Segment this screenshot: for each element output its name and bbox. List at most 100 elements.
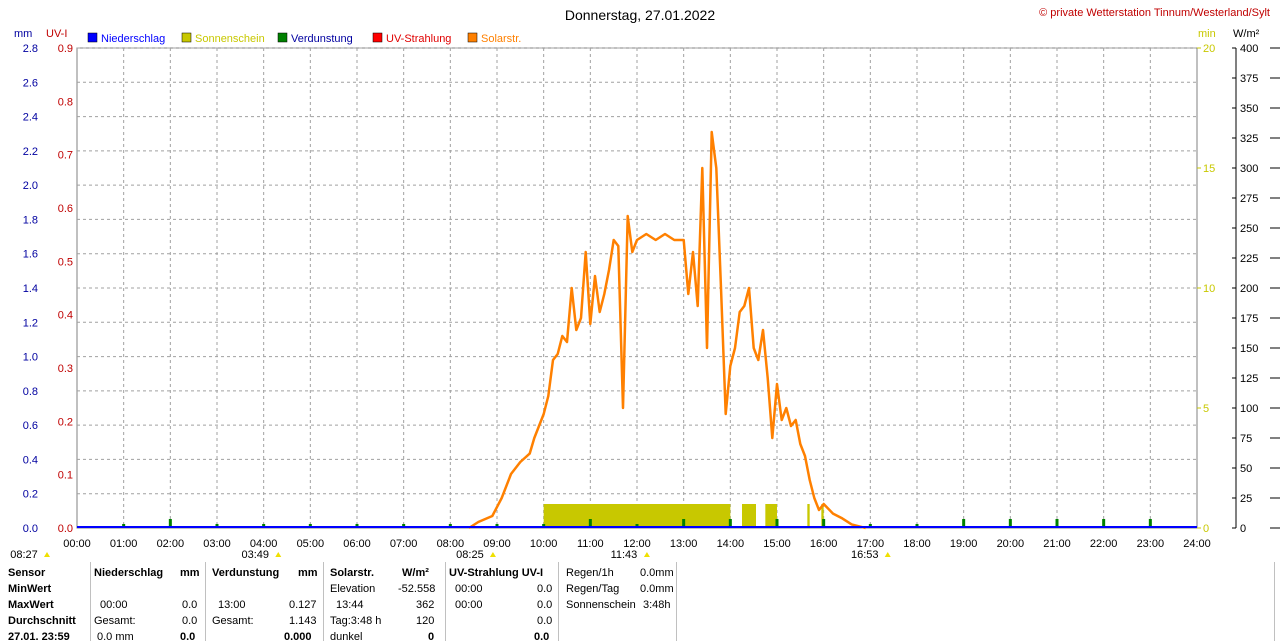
solar-dark-value: 0 — [428, 631, 435, 643]
evap-mark — [1008, 519, 1012, 528]
header-evap-unit: mm — [298, 567, 318, 579]
time-marker-label: 11:43 — [611, 549, 638, 561]
x-tick-label: 05:00 — [297, 538, 325, 550]
mm-tick-label: 2.8 — [23, 43, 38, 55]
wm2-tick-label: 100 — [1240, 403, 1258, 415]
x-tick-label: 13:00 — [670, 538, 698, 550]
wm2-tick-label: 250 — [1240, 223, 1258, 235]
copyright-label: © private Wetterstation Tinnum/Westerlan… — [1039, 7, 1270, 19]
evap-mark — [822, 519, 826, 528]
mm-tick-label: 0.6 — [23, 420, 38, 432]
mm-tick-label: 2.6 — [23, 77, 38, 89]
mm-tick-label: 2.4 — [23, 112, 38, 124]
min-tick-label: 20 — [1203, 43, 1215, 55]
wm2-tick-label: 75 — [1240, 433, 1252, 445]
mm-tick-label: 0.2 — [23, 489, 38, 501]
rain-total-value: 0.0 — [182, 615, 198, 627]
evap-mark — [962, 519, 966, 528]
row-label-min: MinWert — [8, 583, 52, 595]
x-tick-label: 11:00 — [577, 538, 604, 550]
x-tick-label: 06:00 — [343, 538, 371, 550]
mm-tick-label: 1.6 — [23, 249, 38, 261]
min-tick-label: 10 — [1203, 283, 1215, 295]
row-label-avg: Durchschnitt — [8, 615, 76, 627]
evap-mark — [1102, 519, 1106, 528]
sunshine-bar — [765, 504, 777, 528]
solar-line — [468, 130, 867, 530]
min-tick-label: 15 — [1203, 163, 1215, 175]
unit-label-min: min — [1198, 28, 1216, 40]
sunshine-bar — [742, 504, 756, 528]
uvi-tick-label: 0.6 — [58, 203, 73, 215]
mm-tick-label: 0.8 — [23, 386, 38, 398]
x-tick-label: 18:00 — [903, 538, 931, 550]
time-marker-label: 08:27 — [10, 549, 38, 561]
uvi-tick-label: 0.4 — [58, 310, 73, 322]
uv-min-value: 0.0 — [537, 583, 553, 595]
evap-max-time: 13:00 — [218, 599, 246, 611]
legend-label: Niederschlag — [101, 33, 165, 45]
row-label-last: 27.01. 23:59 — [8, 631, 70, 643]
evap-mark — [728, 519, 732, 528]
summary-table: Sensor Niederschlag mm Verdunstung mm So… — [0, 562, 1280, 643]
sun-marker-icon — [44, 552, 50, 557]
solar-elevation-value: -52.558 — [398, 583, 436, 595]
summary-sunshine-value: 3:48h — [643, 599, 671, 611]
rain-max-value: 0.0 — [182, 599, 198, 611]
legend-label: Verdunstung — [291, 33, 353, 45]
legend-swatch — [181, 32, 192, 43]
unit-label-uvi: UV-I — [46, 28, 67, 40]
min-tick-label: 0 — [1203, 523, 1209, 535]
summary-sunshine-label: Sonnenschein — [566, 599, 636, 611]
mm-tick-label: 0.0 — [23, 523, 38, 535]
mm-tick-label: 2.2 — [23, 146, 38, 158]
header-sensor: Sensor — [8, 567, 46, 579]
legend-label: Sonnenschein — [195, 33, 265, 45]
wm2-tick-label: 400 — [1240, 43, 1258, 55]
wm2-tick-label: 125 — [1240, 373, 1258, 385]
mm-tick-label: 1.2 — [23, 317, 38, 329]
evap-mark — [1148, 519, 1152, 528]
uvi-tick-label: 0.5 — [58, 256, 73, 268]
header-solar: Solarstr. — [330, 567, 375, 579]
evap-mark — [682, 519, 686, 528]
time-markers: 08:27 03:49 08:25 11:43 16:53 — [10, 549, 891, 561]
x-tick-label: 10:00 — [530, 538, 558, 550]
x-tick-label: 23:00 — [1137, 538, 1165, 550]
solar-elevation-label: Elevation — [330, 583, 376, 595]
wm2-tick-label: 25 — [1240, 493, 1252, 505]
x-tick-label: 08:00 — [437, 538, 465, 550]
sunshine-bar — [807, 504, 810, 528]
evap-total-label: Gesamt: — [212, 615, 254, 627]
rain-last: 0.0 mm — [97, 631, 134, 643]
uv-max-value: 0.0 — [537, 599, 553, 611]
uv-last-value: 0.0 — [534, 631, 550, 643]
wm2-tick-label: 200 — [1240, 283, 1258, 295]
wm2-tick-label: 50 — [1240, 463, 1252, 475]
uvi-tick-label: 0.2 — [58, 416, 73, 428]
mm-tick-label: 1.8 — [23, 214, 38, 226]
x-tick-label: 22:00 — [1090, 538, 1118, 550]
evap-mark — [1055, 519, 1059, 528]
weather-chart: Donnerstag, 27.01.2022 © private Wetters… — [10, 7, 1280, 561]
header-rain-unit: mm — [180, 567, 200, 579]
x-tick-label: 00:00 — [63, 538, 91, 550]
wm2-tick-label: 275 — [1240, 193, 1258, 205]
header-rain: Niederschlag — [94, 567, 164, 579]
solar-radiation-series — [468, 130, 867, 530]
x-axis-ticks: 00:00 01:00 02:00 03:00 04:00 05:00 06:00 07:00… — [63, 538, 1211, 550]
sun-marker-icon — [643, 552, 650, 557]
header-uv: UV-Strahlung UV-I — [449, 567, 544, 579]
min-tick-label: 5 — [1203, 403, 1209, 415]
evap-mark — [775, 519, 779, 528]
unit-label-mm: mm — [14, 28, 32, 40]
rain-max-time: 00:00 — [100, 599, 128, 611]
chart-legend: Niederschlag Sonnenschein Verdunstung UV-St… — [87, 32, 521, 45]
solar-day-value: 120 — [416, 615, 435, 627]
x-tick-label: 14:00 — [717, 538, 745, 550]
uv-min-time: 00:00 — [455, 583, 483, 595]
solar-max-value: 362 — [416, 599, 435, 611]
legend-label: UV-Strahlung — [386, 33, 451, 45]
x-tick-label: 02:00 — [157, 538, 185, 550]
summary-rain-day-label: Regen/Tag — [566, 583, 620, 595]
